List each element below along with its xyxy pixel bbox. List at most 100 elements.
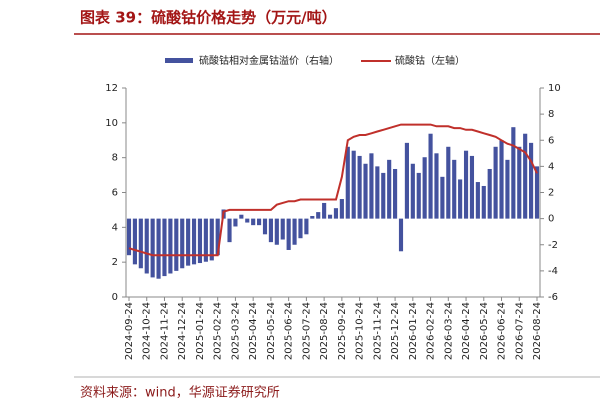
bar <box>327 214 333 219</box>
bar <box>215 218 220 256</box>
y2-tick-label: 2 <box>548 188 554 199</box>
bar <box>339 199 344 219</box>
bar <box>387 159 392 219</box>
x-tick-label: 2025-05-24 <box>266 302 277 360</box>
x-tick-label: 2025-08-24 <box>319 302 330 360</box>
bar <box>304 218 309 235</box>
legend-swatch <box>165 58 193 63</box>
bar <box>203 218 208 262</box>
bar <box>132 218 137 265</box>
bar <box>369 153 374 219</box>
x-tick-label: 2026-07-24 <box>514 302 525 360</box>
bar <box>280 218 285 240</box>
bar <box>511 127 516 219</box>
bar <box>227 218 232 243</box>
bar <box>298 218 303 239</box>
bar <box>209 218 214 261</box>
bar <box>404 142 409 219</box>
x-tick-label: 2025-01-24 <box>195 302 206 360</box>
bar <box>233 218 238 227</box>
bar <box>345 146 350 219</box>
y-tick-label: 4 <box>112 222 118 233</box>
x-tick-label: 2025-07-24 <box>301 302 312 360</box>
x-tick-label: 2024-09-24 <box>124 302 135 360</box>
bar <box>458 179 463 219</box>
y-tick-label: 0 <box>112 292 118 303</box>
bar <box>517 146 522 219</box>
bar <box>168 218 173 274</box>
x-tick-label: 2026-03-24 <box>443 302 454 360</box>
legend-label: 硫酸钴相对金属钴溢价（右轴） <box>199 54 339 67</box>
x-tick-label: 2026-08-24 <box>532 302 543 360</box>
x-tick-label: 2025-09-24 <box>337 302 348 360</box>
y-tick-label: 2 <box>112 257 118 268</box>
x-tick-label: 2024-11-24 <box>159 302 170 360</box>
x-tick-label: 2025-04-24 <box>248 302 259 360</box>
bar <box>180 218 185 269</box>
bar <box>191 218 197 265</box>
x-tick-label: 2024-12-24 <box>177 302 188 360</box>
y2-tick-label: 10 <box>548 83 561 94</box>
bar <box>499 140 504 219</box>
bar <box>292 218 297 245</box>
bar <box>446 146 451 219</box>
bar <box>197 218 203 264</box>
bar <box>322 202 327 219</box>
bar <box>398 218 404 252</box>
bar <box>138 218 143 269</box>
x-tick-label: 2024-10-24 <box>142 302 153 360</box>
x-tick-label: 2025-12-24 <box>390 302 401 360</box>
bar <box>452 159 457 219</box>
bar <box>262 218 268 235</box>
bar <box>310 216 315 219</box>
bar <box>505 159 510 219</box>
bar <box>363 163 368 219</box>
bar <box>239 214 244 219</box>
bar <box>316 212 321 219</box>
y2-tick-label: 6 <box>548 135 554 146</box>
bar <box>150 218 155 278</box>
x-tick-label: 2026-05-24 <box>479 302 490 360</box>
y-tick-label: 10 <box>105 118 118 129</box>
x-tick-label: 2026-01-24 <box>408 302 419 360</box>
chart-title: 图表 39：硫酸钴价格走势（万元/吨） <box>80 9 337 27</box>
bar <box>156 218 161 279</box>
bar <box>493 146 498 219</box>
bar <box>333 208 339 219</box>
bar <box>422 157 427 219</box>
y2-tick-label: 0 <box>548 214 554 225</box>
bar <box>126 218 132 256</box>
bar <box>529 142 534 219</box>
bar <box>523 133 528 219</box>
legend-label: 硫酸钴（左轴） <box>395 54 465 67</box>
x-tick-label: 2025-02-24 <box>213 302 224 360</box>
bar <box>463 150 469 219</box>
source-note: 资料来源：wind，华源证券研究所 <box>80 385 280 401</box>
bar <box>351 150 356 219</box>
bar <box>268 218 273 243</box>
y-tick-label: 6 <box>112 188 118 199</box>
bar <box>469 155 475 219</box>
y2-tick-label: -2 <box>548 240 558 251</box>
y-tick-label: 8 <box>112 153 118 164</box>
bar <box>257 218 262 226</box>
bar <box>381 172 386 219</box>
x-tick-label: 2026-06-24 <box>497 302 508 360</box>
x-tick-label: 2026-04-24 <box>461 302 472 360</box>
bar <box>487 168 492 219</box>
bar <box>534 166 540 219</box>
bar <box>410 163 415 219</box>
bar <box>375 166 380 219</box>
bar <box>174 218 179 271</box>
bar <box>245 218 250 223</box>
y-tick-label: 12 <box>105 83 118 94</box>
y2-tick-label: -6 <box>548 292 558 303</box>
bar <box>274 218 279 245</box>
bar <box>475 182 480 219</box>
bar <box>162 218 167 277</box>
bar <box>186 218 191 266</box>
x-tick-label: 2025-10-24 <box>355 302 366 360</box>
x-tick-label: 2026-02-24 <box>426 302 437 360</box>
bar <box>144 218 149 274</box>
